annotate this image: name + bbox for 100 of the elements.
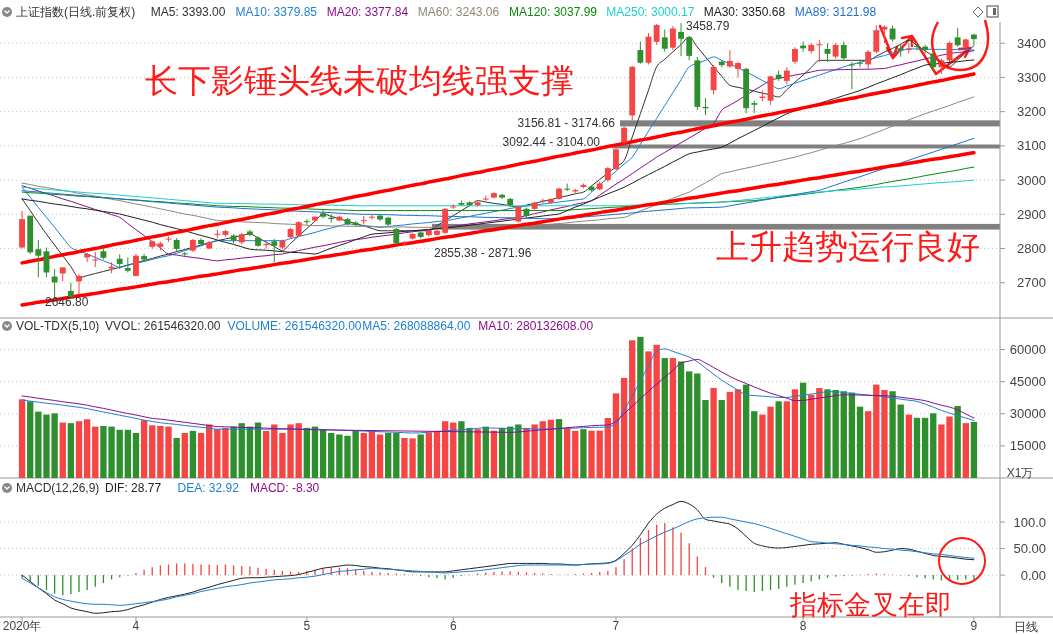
candlestick <box>735 61 741 78</box>
candlestick <box>303 218 310 226</box>
text: MA60: 3243.06 <box>417 5 500 19</box>
bar <box>214 429 221 478</box>
bar <box>726 391 734 478</box>
bar <box>360 433 367 478</box>
candlestick <box>873 24 880 54</box>
bar <box>539 421 546 478</box>
y-tick-label: 60000 <box>1009 341 1046 357</box>
chart-title: VOL-TDX(5,10) <box>16 319 100 333</box>
bar <box>913 417 921 478</box>
bar <box>450 422 457 478</box>
bar <box>295 423 302 478</box>
bar <box>417 434 424 478</box>
annotation: VOLUME: 261546320.00 <box>227 319 362 333</box>
bar <box>319 429 327 478</box>
chart-title: MACD(12,26,9) <box>16 481 100 495</box>
bar <box>59 422 66 478</box>
bar <box>515 424 522 478</box>
y-axis-title: X1万 <box>1006 466 1034 480</box>
text: MA10: 280132608.00 <box>478 319 594 333</box>
bar <box>596 430 603 478</box>
line-series <box>21 179 975 207</box>
annotation: 上升趋势运行良好 <box>716 229 980 265</box>
bar <box>930 413 937 478</box>
candlestick <box>971 33 977 46</box>
candlestick <box>905 42 912 54</box>
bar <box>303 427 310 478</box>
bar <box>206 424 213 478</box>
bar <box>954 406 961 478</box>
text: MA89: 3121.98 <box>794 5 877 19</box>
text: MA120: 3037.99 <box>508 5 598 19</box>
bar <box>856 406 864 478</box>
bar <box>808 394 815 478</box>
bar <box>694 373 701 478</box>
bar <box>921 417 929 478</box>
candlestick <box>35 239 42 278</box>
x-tick-label: 5 <box>303 619 311 633</box>
bar <box>376 434 384 478</box>
bar <box>140 420 148 478</box>
candlestick <box>482 194 489 202</box>
bar <box>905 414 913 478</box>
bar <box>271 424 278 478</box>
bar <box>132 433 140 478</box>
bar <box>816 388 823 478</box>
bar <box>629 340 636 478</box>
candlestick <box>686 35 693 61</box>
bar <box>865 411 872 478</box>
candlestick <box>320 209 327 219</box>
bar <box>889 391 896 478</box>
bar <box>962 423 969 478</box>
bar <box>507 426 514 478</box>
candlestick <box>726 49 733 69</box>
bar <box>441 421 449 478</box>
bar <box>547 419 555 478</box>
text: MA30: 3350.68 <box>703 5 786 19</box>
text: MA5: 268088864.00 <box>362 319 471 333</box>
bar <box>222 427 229 478</box>
bar <box>751 411 758 478</box>
text: DIF: 28.77 <box>105 481 162 495</box>
bar <box>189 430 197 478</box>
y-tick-label: 2900 <box>1017 206 1046 222</box>
candlestick <box>637 41 644 65</box>
candlestick <box>914 42 920 51</box>
bar <box>27 401 34 478</box>
band-label: 3156.81 - 3174.66 <box>517 116 616 131</box>
bar <box>702 400 709 478</box>
candlestick <box>954 27 961 48</box>
x-tick-label: 8 <box>799 619 807 633</box>
bar <box>775 401 782 478</box>
x-tick-label: 4 <box>132 619 140 633</box>
candlestick <box>613 147 619 171</box>
bar <box>149 425 156 478</box>
bar <box>18 399 26 478</box>
y-tick-label: 3200 <box>1017 104 1046 120</box>
bar <box>799 382 807 478</box>
bar <box>661 358 668 478</box>
bar <box>791 389 799 478</box>
bar <box>67 423 75 478</box>
candlestick <box>848 61 855 90</box>
bar <box>873 384 880 478</box>
bar <box>181 433 188 478</box>
candlestick <box>271 238 278 263</box>
bar <box>588 430 595 478</box>
y-tick-label: 0.00 <box>1020 567 1046 583</box>
y-tick-label: 3100 <box>1017 138 1046 154</box>
bar <box>620 377 628 478</box>
bar <box>75 421 83 478</box>
bar <box>572 430 579 478</box>
candlestick <box>653 23 660 46</box>
bar <box>718 400 725 478</box>
bar <box>677 361 685 478</box>
bar <box>311 426 319 478</box>
x-tick-label: 6 <box>449 619 457 633</box>
bar <box>173 437 180 478</box>
candlestick <box>661 29 668 53</box>
bar <box>490 430 498 478</box>
candlestick <box>865 49 872 70</box>
band-label: 3092.44 - 3104.00 <box>502 135 601 150</box>
candlestick <box>840 41 847 61</box>
